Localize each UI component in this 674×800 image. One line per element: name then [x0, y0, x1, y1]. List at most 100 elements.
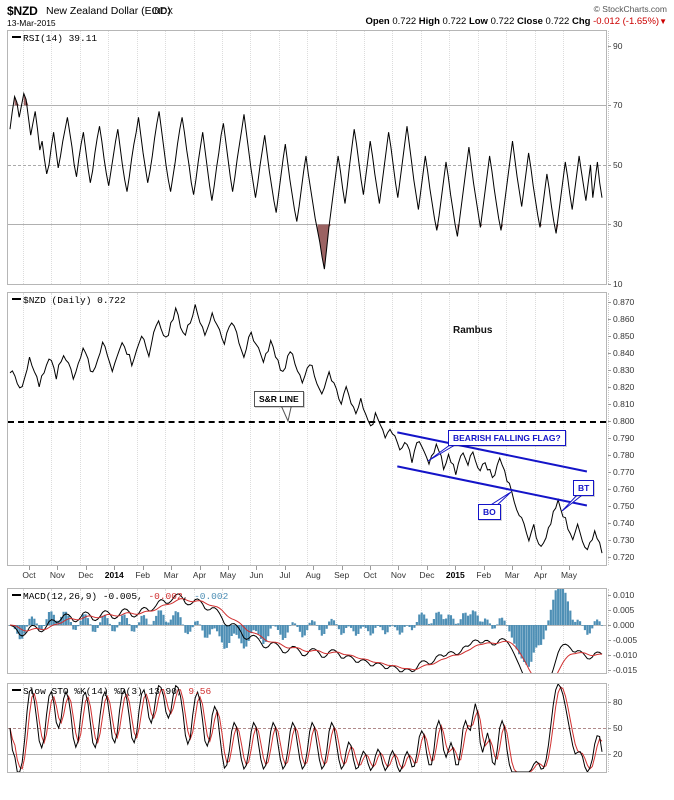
vertical-gridline — [51, 589, 53, 673]
vertical-gridline — [193, 293, 195, 565]
y-axis-tick: -0.015 — [613, 665, 638, 675]
macd-panel: MACD(12,26,9) -0.005, -0.002, -0.002 — [7, 588, 607, 674]
axis-rail — [608, 293, 609, 565]
vertical-gridline — [534, 31, 536, 284]
chg-label: Chg — [571, 16, 591, 27]
x-axis-tick — [171, 566, 173, 570]
y-axis-tick-mark — [608, 625, 611, 626]
vertical-gridline — [477, 293, 479, 565]
vertical-gridline — [250, 293, 252, 565]
vertical-gridline — [335, 31, 337, 284]
y-axis-tick: 90 — [613, 40, 623, 51]
macd-comma-1: , — [137, 591, 143, 602]
vertical-gridline — [364, 31, 366, 284]
y-axis-tick: 0.730 — [613, 534, 635, 545]
price-legend-text: $NZD (Daily) 0.722 — [23, 295, 126, 306]
x-axis-label: Mar — [163, 570, 179, 580]
vertical-gridline — [278, 293, 280, 565]
x-axis-label: Feb — [135, 570, 150, 580]
y-axis-tick-mark — [608, 403, 611, 405]
y-axis-tick: 0.810 — [613, 398, 635, 409]
y-axis-tick-mark — [608, 539, 611, 541]
symbol-ticker: $NZD — [7, 4, 38, 18]
y-axis-tick: 0.840 — [613, 347, 635, 358]
sto-reference-line-80 — [8, 701, 606, 703]
y-axis-tick: 0.830 — [613, 364, 635, 375]
vertical-gridline — [23, 293, 24, 565]
x-axis-tick — [455, 566, 457, 570]
vertical-gridline — [250, 31, 252, 284]
y-axis-tick-mark — [608, 505, 611, 507]
y-axis-tick-mark — [608, 488, 611, 490]
vertical-gridline — [165, 293, 167, 565]
sto-y-axis: 80 50 20 — [608, 684, 674, 772]
y-axis-tick: 0.000 — [613, 620, 635, 630]
vertical-gridline — [307, 31, 309, 284]
y-axis-tick-mark — [608, 45, 611, 47]
x-axis-label: Nov — [390, 570, 407, 580]
vertical-gridline — [364, 293, 366, 565]
vertical-gridline — [449, 31, 451, 284]
y-axis-tick-mark — [608, 640, 611, 641]
x-axis-tick — [540, 566, 542, 570]
y-axis-tick: 0.005 — [613, 605, 635, 615]
vertical-gridline — [193, 31, 195, 284]
y-axis-tick-mark — [608, 105, 611, 107]
y-axis-tick: 0.850 — [613, 330, 635, 341]
vertical-gridline — [79, 293, 81, 565]
stockcharts-credit: © StockCharts.com — [593, 4, 667, 14]
x-axis-tick — [483, 566, 485, 570]
y-axis-tick-mark — [608, 728, 611, 729]
macd-legend-name: MACD(12,26,9) — [23, 591, 98, 602]
y-axis-tick: 0.780 — [613, 449, 635, 460]
y-axis-tick: -0.005 — [613, 635, 638, 645]
flag-lower — [397, 465, 588, 507]
symbol-name: New Zealand Dollar (EOD) — [46, 5, 171, 17]
x-axis-tick — [341, 566, 343, 570]
y-axis-tick-mark — [608, 670, 611, 671]
y-axis-tick-mark — [608, 754, 611, 756]
price-line-swatch-icon — [12, 298, 21, 300]
sto-plot-area — [8, 684, 606, 772]
x-axis-label: Apr — [192, 570, 207, 580]
x-axis-tick — [398, 566, 400, 570]
vertical-gridline — [420, 589, 422, 673]
x-axis-label: Mar — [504, 570, 520, 580]
y-axis-tick-mark — [608, 595, 611, 596]
x-axis-tick — [227, 566, 229, 570]
y-axis-tick: 0.800 — [613, 415, 635, 426]
vertical-gridline — [420, 31, 422, 284]
vertical-gridline — [307, 589, 309, 673]
vertical-gridline — [136, 293, 138, 565]
backtest-callout: BT — [573, 480, 595, 496]
vertical-gridline — [477, 31, 479, 284]
vertical-gridline — [108, 293, 110, 565]
flag-upper — [397, 431, 588, 473]
vertical-gridline — [51, 31, 53, 284]
x-axis-tick — [426, 566, 428, 570]
sto-comma: , — [176, 686, 183, 697]
macd-value: -0.005 — [102, 591, 138, 602]
y-axis-tick-mark — [608, 301, 611, 303]
y-axis-tick: 0.860 — [613, 313, 635, 324]
vertical-gridline — [79, 589, 81, 673]
open-value: 0.722 — [392, 16, 417, 27]
close-value: 0.722 — [545, 16, 570, 27]
y-axis-tick: 80 — [613, 696, 623, 707]
y-axis-tick-mark — [608, 164, 611, 166]
y-axis-tick: 50 — [613, 723, 623, 733]
vertical-gridline — [506, 31, 508, 284]
y-axis-tick-mark — [608, 224, 611, 226]
x-axis-tick — [284, 566, 286, 570]
sto-series — [9, 684, 603, 772]
vertical-gridline — [563, 31, 564, 284]
x-axis-label: Oct — [22, 570, 36, 580]
macd-plot-area — [8, 589, 606, 673]
vertical-gridline — [136, 31, 138, 284]
low-value: 0.722 — [490, 16, 515, 27]
rambus-watermark: Rambus — [453, 325, 493, 336]
macd-histogram-value: -0.002 — [194, 591, 229, 602]
high-value: 0.722 — [442, 16, 467, 27]
down-caret-icon: ▼ — [659, 17, 667, 26]
symbol-exchange: INDX — [152, 6, 174, 16]
